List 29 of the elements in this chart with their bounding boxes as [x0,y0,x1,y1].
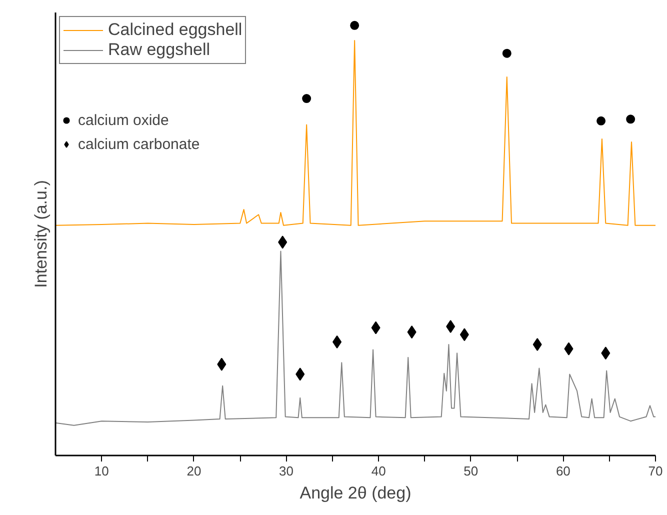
point [332,335,342,348]
point [371,321,380,334]
point [564,342,574,356]
point [302,94,312,104]
point [601,346,610,360]
x-tick-label: 50 [464,464,478,478]
x-tick-label: 70 [648,464,663,478]
point [626,114,636,124]
point [532,338,542,352]
legend-label: calcium oxide [78,110,169,130]
point [296,368,305,381]
point [350,20,360,30]
legend-label: calcium carbonate [78,134,200,154]
point [407,326,416,339]
x-tick-label: 30 [279,464,294,478]
x-axis-title: Angle 2θ (deg) [300,484,412,502]
x-tick-label: 60 [556,464,570,478]
point [278,236,288,249]
point [217,358,226,371]
legend-label: Raw eggshell [108,40,210,60]
point [446,320,456,333]
x-tick-label: 20 [186,464,202,478]
point [596,116,606,126]
x-tick-label: 10 [94,464,109,478]
x-tick-label: 40 [371,464,386,478]
point [460,328,469,342]
y-axis-title: Intensity (a.u.) [32,180,50,288]
point [502,48,512,58]
legend-label: Calcined eggshell [108,20,242,40]
